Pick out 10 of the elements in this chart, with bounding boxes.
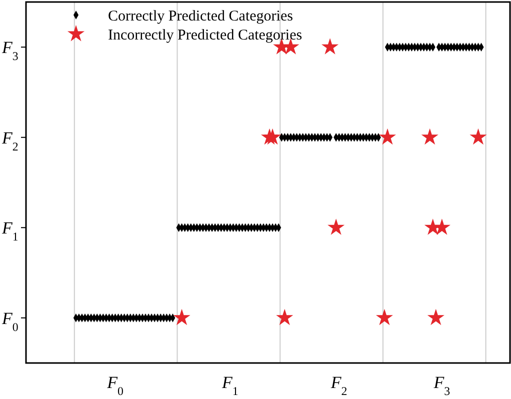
y-tick-label: F$_{1}$ <box>1 218 18 244</box>
y-tick-label: F$_{0}$ <box>1 308 18 334</box>
x-tick-label: F$_{0}$ <box>106 373 124 398</box>
x-tick-label: F$_{1}$ <box>221 373 238 398</box>
y-tick-label: F$_{2}$ <box>1 128 18 154</box>
y-tick-label: F$_{3}$ <box>1 38 18 64</box>
legend-label: Incorrectly Predicted Categories <box>108 27 302 44</box>
legend-label: Correctly Predicted Categories <box>108 8 294 24</box>
x-tick-label: F$_{3}$ <box>432 373 450 398</box>
x-tick-label: F$_{2}$ <box>330 373 348 398</box>
